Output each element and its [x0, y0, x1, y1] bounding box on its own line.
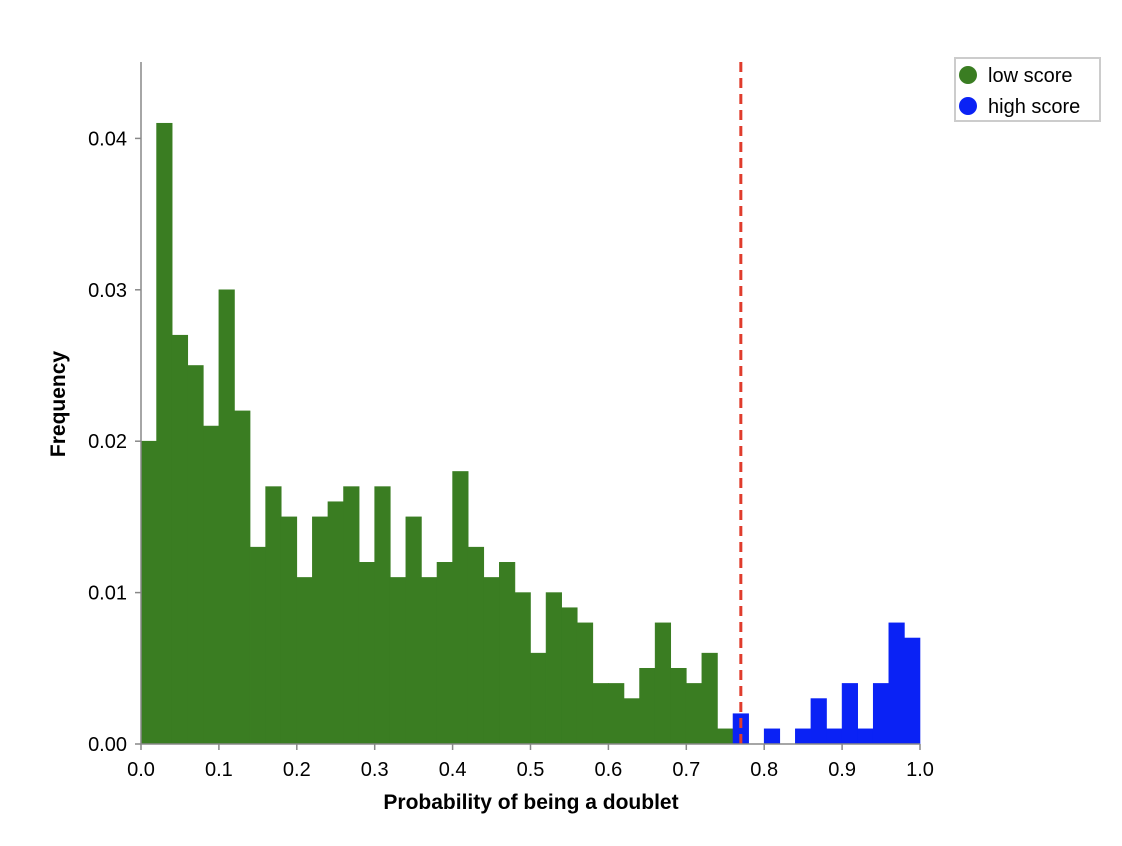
bar-low-score-28 — [576, 622, 594, 745]
bar-low-score-1 — [156, 122, 173, 745]
bar-low-score-9 — [280, 516, 298, 745]
x-tick-label: 1.0 — [906, 759, 934, 781]
bar-low-score-29 — [592, 683, 609, 745]
y-tick-label: 0.01 — [88, 583, 127, 605]
bar-low-score-18 — [421, 577, 438, 745]
x-tick-label: 0.6 — [594, 759, 622, 781]
bar-high-score-7 — [872, 683, 890, 745]
bar-low-score-15 — [374, 486, 391, 745]
bar-low-score-27 — [561, 607, 578, 745]
bar-low-score-12 — [327, 501, 344, 745]
x-tick-label: 0.9 — [828, 759, 856, 781]
y-tick-label: 0.00 — [88, 734, 127, 756]
bar-high-score-8 — [888, 622, 905, 745]
x-tick-label: 0.3 — [361, 759, 389, 781]
bar-low-score-33 — [654, 622, 672, 745]
bar-high-score-4 — [826, 728, 843, 745]
bar-low-score-32 — [639, 667, 656, 745]
bar-high-score-9 — [904, 637, 921, 745]
legend-label: high score — [988, 96, 1080, 118]
bar-low-score-6 — [234, 410, 251, 745]
bar-low-score-17 — [405, 516, 422, 745]
x-axis: 0.0 0.1 0.2 0.3 0.4 0.5 0.6 0.7 0.8 0.9 1.0 — [127, 743, 934, 781]
bar-low-score-0 — [140, 440, 157, 745]
y-tick-label: 0.04 — [88, 128, 127, 150]
bar-low-score-30 — [608, 683, 625, 745]
bar-low-score-21 — [467, 546, 485, 745]
bar-low-score-25 — [530, 652, 547, 745]
x-tick-label: 0.2 — [283, 759, 311, 781]
x-tick-label: 0.5 — [517, 759, 545, 781]
legend-label: low score — [988, 65, 1072, 87]
bar-low-score-31 — [623, 698, 640, 745]
bar-low-score-35 — [685, 683, 703, 745]
y-tick-label: 0.02 — [88, 431, 127, 453]
y-axis-title: Frequency — [47, 351, 70, 458]
bar-low-score-37 — [717, 728, 734, 745]
x-tick-label: 0.1 — [205, 759, 233, 781]
bar-low-score-10 — [296, 577, 313, 745]
x-tick-label: 0.4 — [439, 759, 467, 781]
legend: low score high score — [954, 57, 1101, 122]
histogram-bars — [140, 122, 921, 745]
bar-low-score-16 — [389, 577, 407, 745]
bar-low-score-23 — [499, 562, 516, 745]
legend-swatch — [959, 97, 977, 115]
bar-low-score-13 — [343, 486, 360, 745]
bar-high-score-6 — [857, 728, 874, 745]
bar-low-score-7 — [249, 546, 266, 745]
bar-high-score-1 — [763, 728, 781, 745]
y-tick-label: 0.03 — [88, 280, 127, 302]
bar-high-score-2 — [795, 728, 812, 745]
y-axis: 0.00 0.01 0.02 0.03 0.04 — [88, 62, 142, 756]
bar-low-score-20 — [452, 471, 469, 745]
bar-high-score-3 — [810, 698, 827, 745]
legend-swatch — [959, 66, 977, 84]
x-tick-label: 0.7 — [672, 759, 700, 781]
bar-low-score-4 — [203, 425, 220, 745]
bar-low-score-22 — [483, 577, 500, 745]
bar-low-score-26 — [545, 592, 562, 745]
bar-low-score-19 — [436, 562, 453, 745]
bar-low-score-34 — [670, 667, 687, 745]
bar-low-score-11 — [312, 516, 329, 745]
bar-low-score-24 — [514, 592, 531, 745]
bar-low-score-2 — [171, 334, 189, 745]
x-axis-title: Probability of being a doublet — [383, 791, 678, 814]
bar-high-score-5 — [841, 683, 858, 745]
legend-box — [954, 57, 1101, 122]
bar-low-score-8 — [265, 486, 282, 745]
x-tick-label: 0.0 — [127, 759, 155, 781]
bar-low-score-14 — [358, 562, 375, 745]
bar-low-score-36 — [701, 652, 718, 745]
bar-low-score-3 — [187, 365, 204, 745]
x-tick-label: 0.8 — [750, 759, 778, 781]
bar-low-score-5 — [218, 289, 235, 745]
